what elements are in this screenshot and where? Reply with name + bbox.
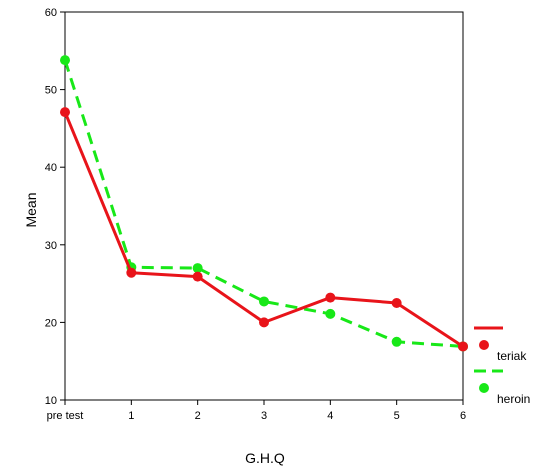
series-teriak xyxy=(60,107,468,352)
series-line-teriak xyxy=(63,111,464,348)
legend-label: teriak xyxy=(497,349,527,363)
legend: teriak heroin xyxy=(474,326,530,406)
data-point-heroin xyxy=(325,308,336,319)
y-axis-title: Mean xyxy=(23,192,39,227)
data-point-teriak xyxy=(60,107,70,118)
x-tick-label: 6 xyxy=(460,410,466,422)
data-point-teriak xyxy=(325,292,336,303)
y-axis: 10 20 30 40 50 60 xyxy=(45,7,65,407)
data-point-teriak xyxy=(259,317,269,328)
legend-marker xyxy=(479,383,489,393)
data-point-teriak xyxy=(391,298,402,308)
series-heroin xyxy=(60,55,468,352)
x-tick-label: 2 xyxy=(195,410,201,422)
x-tick-label: 1 xyxy=(128,410,134,422)
legend-label: heroin xyxy=(497,392,530,406)
x-tick-label: 4 xyxy=(327,410,333,422)
data-point-heroin xyxy=(60,55,70,66)
y-tick-label: 40 xyxy=(45,162,57,174)
legend-marker xyxy=(479,340,489,350)
data-point-teriak xyxy=(192,271,203,282)
data-point-teriak xyxy=(458,341,468,352)
series-layer xyxy=(60,55,468,352)
y-tick-label: 20 xyxy=(45,317,57,329)
x-axis-title: G.H.Q xyxy=(245,450,285,466)
x-tick-label: 3 xyxy=(261,410,267,422)
x-tick-label: pre test xyxy=(47,410,84,422)
x-axis: pre test 1 2 3 4 5 6 xyxy=(47,400,466,422)
data-point-heroin xyxy=(259,296,269,307)
y-tick-label: 50 xyxy=(45,85,57,97)
legend-item-heroin: heroin xyxy=(474,369,530,406)
y-tick-label: 30 xyxy=(45,240,57,252)
y-tick-label: 60 xyxy=(45,7,57,19)
data-point-heroin xyxy=(192,263,203,274)
legend-item-teriak: teriak xyxy=(474,326,527,363)
data-point-teriak xyxy=(126,267,137,278)
x-tick-label: 5 xyxy=(394,410,400,422)
y-tick-label: 10 xyxy=(45,395,57,407)
data-point-heroin xyxy=(391,336,402,347)
